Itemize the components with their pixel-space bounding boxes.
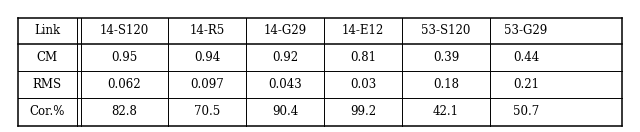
Text: 50.7: 50.7 xyxy=(513,105,539,118)
Text: 0.44: 0.44 xyxy=(513,51,539,64)
Text: 0.21: 0.21 xyxy=(513,78,539,91)
Text: 0.39: 0.39 xyxy=(433,51,459,64)
Text: 53-G29: 53-G29 xyxy=(504,25,548,37)
Text: 42.1: 42.1 xyxy=(433,105,459,118)
Text: 53-S120: 53-S120 xyxy=(421,25,470,37)
Text: 0.92: 0.92 xyxy=(272,51,298,64)
Text: 0.81: 0.81 xyxy=(350,51,376,64)
Text: 14-R5: 14-R5 xyxy=(189,25,225,37)
Text: 70.5: 70.5 xyxy=(194,105,220,118)
Text: 0.062: 0.062 xyxy=(107,78,141,91)
Text: 14-G29: 14-G29 xyxy=(264,25,307,37)
Text: 99.2: 99.2 xyxy=(350,105,376,118)
Text: 90.4: 90.4 xyxy=(272,105,298,118)
Text: RMS: RMS xyxy=(33,78,62,91)
Text: 0.18: 0.18 xyxy=(433,78,459,91)
Text: 0.043: 0.043 xyxy=(268,78,302,91)
Text: 14-E12: 14-E12 xyxy=(342,25,384,37)
Text: 14-S120: 14-S120 xyxy=(99,25,148,37)
Text: 0.94: 0.94 xyxy=(194,51,220,64)
Text: 82.8: 82.8 xyxy=(111,105,137,118)
Text: 0.03: 0.03 xyxy=(350,78,376,91)
Text: CM: CM xyxy=(36,51,58,64)
Text: Link: Link xyxy=(34,25,60,37)
Text: Cor.%: Cor.% xyxy=(29,105,65,118)
Text: 0.097: 0.097 xyxy=(190,78,224,91)
Text: 0.95: 0.95 xyxy=(111,51,137,64)
